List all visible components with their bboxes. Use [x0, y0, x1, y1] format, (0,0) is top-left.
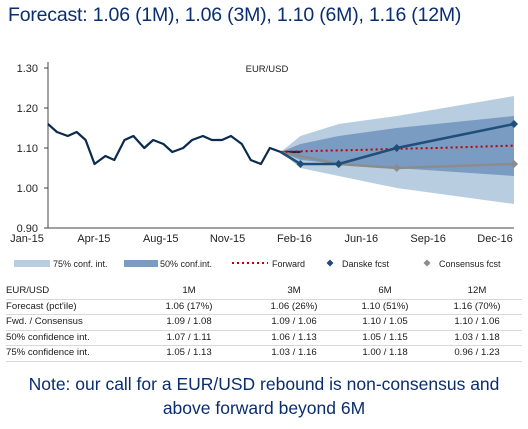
x-tick-label: Jun-16 — [344, 233, 378, 245]
y-tick-label: 1.00 — [17, 183, 38, 195]
legend-swatch-consensus — [423, 259, 431, 267]
table-cell: 1.16 (70%) — [453, 300, 501, 312]
table-cell: 1.09 / 1.06 — [271, 316, 317, 327]
legend-swatch-50 — [124, 260, 158, 267]
table-cell: Forecast (pct'ile) — [6, 300, 77, 312]
legend-label-forward: Forward — [272, 259, 305, 269]
table-cell: 1.10 (51%) — [361, 300, 409, 312]
danske-marker — [392, 144, 401, 152]
table-header: 6M — [378, 285, 392, 296]
y-tick-label: 1.30 — [17, 63, 38, 75]
footnote: Note: our call for a EUR/USD rebound is … — [28, 374, 500, 418]
chart-lines — [47, 120, 518, 172]
consensus-marker — [510, 160, 518, 168]
table-cell: 1.05 / 1.15 — [362, 331, 408, 343]
danske-marker — [510, 120, 518, 128]
table-row: 75% confidence int. 1.05 / 1.13 1.03 / 1… — [6, 346, 522, 362]
table-header: 3M — [287, 285, 301, 296]
table-row: Forecast (pct'ile) 1.06 (17%) 1.06 (26%)… — [6, 300, 522, 315]
table-cell: Fwd. / Consensus — [6, 316, 83, 327]
legend-label-consensus: Consensus fcst — [439, 259, 501, 269]
table-row: Fwd. / Consensus 1.09 / 1.08 1.09 / 1.06… — [6, 315, 522, 331]
table-cell: 1.00 / 1.18 — [362, 347, 408, 358]
table-header: 1M — [182, 285, 196, 296]
forecast-table: EUR/USD 1M 3M 6M 12M Forecast (pct'ile) … — [6, 284, 522, 362]
table-cell: 50% confidence int. — [6, 331, 90, 343]
table-cell: 1.05 / 1.13 — [166, 347, 212, 358]
table-cell: 1.07 / 1.11 — [166, 331, 212, 343]
x-tick-label: Apr-15 — [77, 233, 110, 245]
y-tick-label: 1.10 — [17, 143, 38, 155]
chart-axes: 0.90 1.00 1.10 1.20 1.30 Jan-15 Apr-15 Aug-15 No… — [10, 62, 514, 245]
x-tick-label: Sep-16 — [410, 233, 445, 245]
table-header: EUR/USD — [6, 285, 50, 296]
table-cell: 1.10 / 1.05 — [362, 316, 408, 327]
y-tick-label: 0.90 — [17, 223, 38, 235]
x-tick-label: Jan-15 — [10, 233, 44, 245]
legend-label-50: 50% conf.int. — [160, 259, 212, 269]
table-cell: 75% confidence int. — [6, 347, 90, 358]
series-history — [47, 123, 301, 166]
table-cell: 1.06 / 1.13 — [271, 331, 317, 343]
table-row: 50% confidence int. 1.07 / 1.11 1.06 / 1… — [6, 331, 522, 346]
chart-title: EUR/USD — [246, 64, 289, 75]
table-cell: 1.10 / 1.06 — [454, 316, 500, 327]
page-title: Forecast: 1.06 (1M), 1.06 (3M), 1.10 (6M… — [8, 4, 462, 26]
table-header: 12M — [467, 285, 487, 296]
consensus-marker — [392, 164, 401, 172]
x-tick-label: Feb-16 — [277, 233, 312, 245]
table-cell: 1.03 / 1.18 — [454, 331, 500, 343]
danske-marker — [334, 160, 343, 168]
table-header-row: EUR/USD 1M 3M 6M 12M — [6, 284, 522, 300]
chart-legend: 75% conf. int. 50% conf.int. Forward Danske… — [14, 259, 501, 269]
legend-label-75: 75% conf. int. — [53, 259, 108, 269]
table-cell: 1.03 / 1.16 — [271, 347, 317, 358]
legend-swatch-danske — [326, 259, 334, 267]
x-tick-label: Aug-15 — [143, 233, 178, 245]
danske-marker — [296, 160, 305, 168]
series-consensus — [280, 150, 515, 170]
x-tick-label: Dec-16 — [477, 233, 512, 245]
table-cell: 1.06 (26%) — [270, 300, 318, 312]
table-cell: 0.96 / 1.23 — [454, 347, 500, 358]
eurusd-chart: 0.90 1.00 1.10 1.20 1.30 Jan-15 Apr-15 Aug-15 No… — [10, 62, 518, 269]
legend-label-danske: Danske fcst — [342, 259, 390, 269]
x-tick-label: Nov-15 — [210, 233, 245, 245]
legend-swatch-75 — [14, 260, 50, 267]
table-cell: 1.06 (17%) — [165, 300, 213, 312]
y-tick-label: 1.20 — [17, 103, 38, 115]
table-cell: 1.09 / 1.08 — [166, 316, 212, 327]
